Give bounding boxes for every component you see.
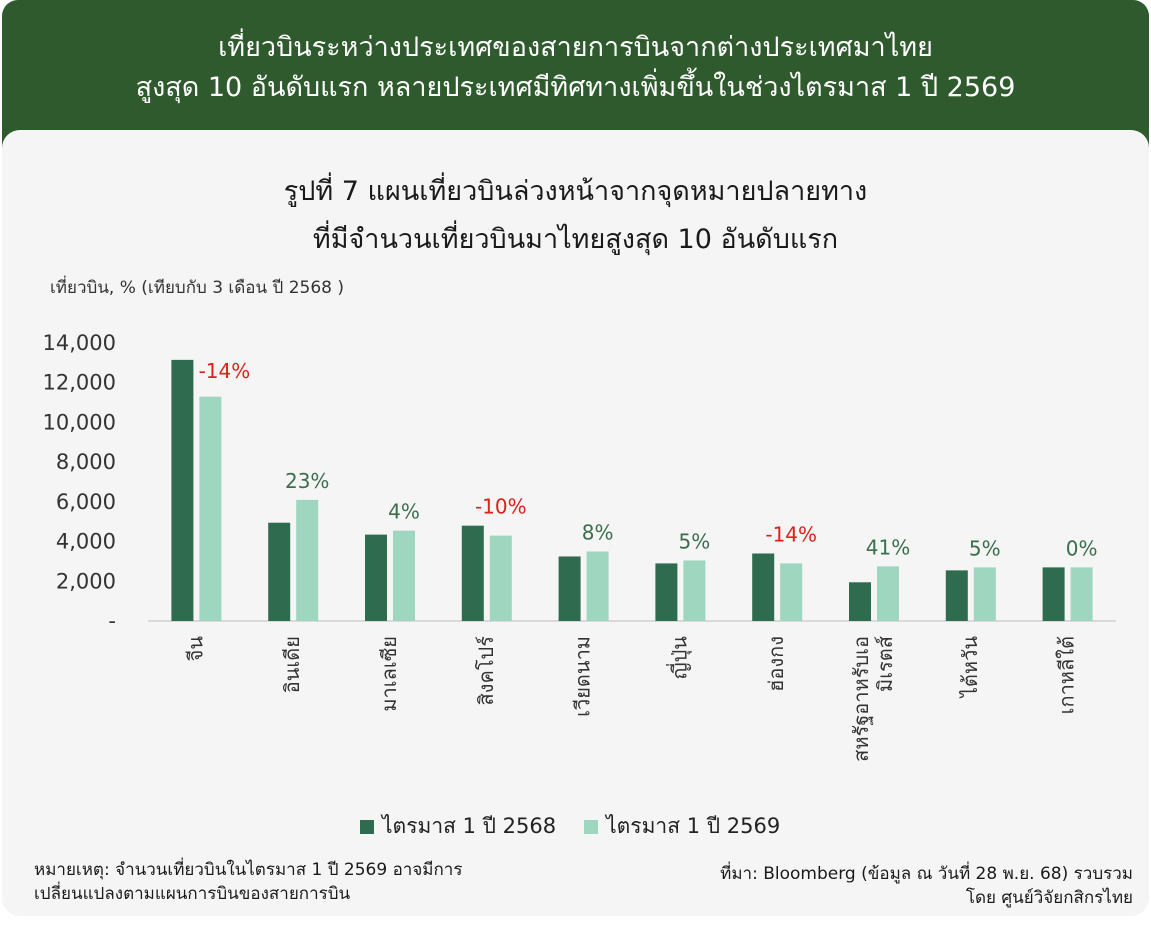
y-tick-label: 14,000 [43, 331, 116, 355]
category-label: ฮ่องกง [764, 636, 788, 692]
y-tick-label: 4,000 [56, 530, 116, 554]
bar-2568 [558, 556, 581, 621]
legend-swatch-2569 [584, 819, 599, 834]
figure-title-line2: ที่มีจำนวนเที่ยวบินมาไทยสูงสุด 10 อันดับ… [312, 224, 839, 255]
change-label: -14% [199, 359, 251, 383]
category-label: มาเลเซีย [377, 636, 401, 712]
bar-2569 [393, 530, 415, 621]
category-label: อินเดีย [280, 636, 304, 693]
bar-2569 [296, 499, 319, 621]
y-tick-label: 2,000 [56, 569, 116, 593]
bar-2569 [489, 535, 512, 621]
bar-2568 [365, 534, 387, 621]
bar-2569 [877, 566, 899, 621]
bar-2568 [268, 522, 291, 621]
header-title-line1: เที่ยวบินระหว่างประเทศของสายการบินจากต่า… [218, 32, 933, 63]
bar-2569 [973, 567, 996, 621]
y-tick-label: - [108, 609, 116, 633]
bar-2568 [945, 570, 968, 621]
y-tick-label: 10,000 [43, 410, 116, 434]
header-banner: เที่ยวบินระหว่างประเทศของสายการบินจากต่า… [2, 0, 1149, 150]
change-label: 23% [285, 469, 329, 493]
change-label: 8% [582, 521, 614, 545]
footnote-line2: เปลี่ยนแปลงตามแผนการบินของสายการบิน [34, 884, 351, 904]
legend: ไตรมาส 1 ปี 2568 ไตรมาส 1 ปี 2569 [360, 810, 808, 843]
category-label: เวียดนาม [571, 636, 595, 717]
legend-label-2568: ไตรมาส 1 ปี 2568 [382, 814, 557, 838]
y-axis-unit-label: เที่ยวบิน, % (เทียบกับ 3 เดือน ปี 2568 ) [50, 278, 344, 298]
bar-2569 [780, 563, 803, 621]
source-note: ที่มา: Bloomberg (ข้อมูล ณ วันที่ 28 พ.ย… [613, 862, 1133, 910]
bar-2569 [199, 396, 222, 621]
category-label: ญี่ปุ่น [665, 636, 692, 680]
source-line2: โดย ศูนย์วิจัยกสิกรไทย [965, 888, 1133, 908]
footnote-line1: หมายเหตุ: จำนวนเที่ยวบินในไตรมาส 1 ปี 25… [34, 860, 463, 880]
bar-2568 [171, 359, 194, 621]
figure-title: รูปที่ 7 แผนเที่ยวบินล่วงหน้าจากจุดหมายป… [0, 168, 1151, 264]
y-tick-label: 6,000 [56, 490, 116, 514]
bar-2568 [1042, 567, 1065, 621]
category-label: มิเรตส์ [873, 636, 897, 692]
header-title: เที่ยวบินระหว่างประเทศของสายการบินจากต่า… [2, 28, 1149, 108]
bar-2569 [1070, 567, 1093, 621]
change-label: -10% [475, 495, 527, 519]
source-line1: ที่มา: Bloomberg (ข้อมูล ณ วันที่ 28 พ.ย… [720, 864, 1133, 884]
bar-2569 [586, 551, 609, 621]
legend-swatch-2568 [360, 819, 374, 834]
y-tick-label: 12,000 [43, 371, 116, 395]
bar-2569 [683, 560, 706, 621]
change-label: 0% [1066, 536, 1098, 560]
header-title-line2: สูงสุด 10 อันดับแรก หลายประเทศมีทิศทางเพ… [135, 72, 1016, 103]
change-label: -14% [765, 522, 817, 546]
category-label: ไต้หวัน [958, 636, 982, 699]
bar-2568 [461, 525, 484, 621]
bar-2568 [752, 553, 775, 621]
change-label: 5% [969, 536, 1001, 560]
bar-2568 [655, 563, 678, 621]
change-label: 4% [388, 500, 420, 524]
legend-item-2569: ไตรมาส 1 ปี 2569 [584, 810, 780, 843]
change-label: 41% [866, 535, 910, 559]
footnote: หมายเหตุ: จำนวนเที่ยวบินในไตรมาส 1 ปี 25… [34, 858, 574, 906]
y-tick-label: 8,000 [56, 450, 116, 474]
bar-2568 [849, 582, 871, 621]
legend-label-2569: ไตรมาส 1 ปี 2569 [606, 814, 781, 838]
category-label: สหรัฐอาหรับเอ [849, 636, 873, 762]
legend-item-2568: ไตรมาส 1 ปี 2568 [360, 810, 556, 843]
category-label: จีน [183, 636, 207, 662]
category-label: เกาหลีใต้ [1055, 636, 1079, 714]
change-label: 5% [679, 529, 711, 553]
category-label: สิงคโปร์ [474, 636, 498, 706]
figure-title-line1: รูปที่ 7 แผนเที่ยวบินล่วงหน้าจากจุดหมายป… [283, 176, 868, 207]
